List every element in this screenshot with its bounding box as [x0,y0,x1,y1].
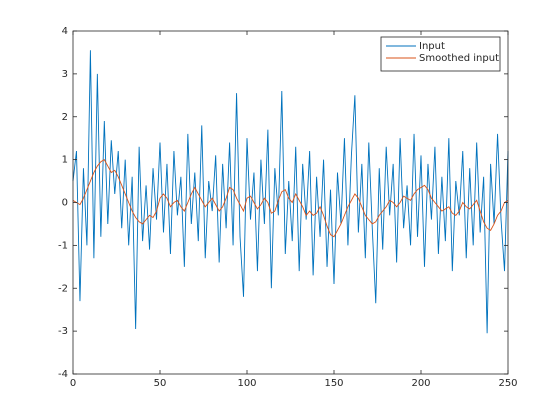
x-tick-label: 150 [324,378,343,389]
y-tick-label: 0 [62,198,68,209]
legend-label: Smoothed input [419,53,499,64]
x-tick-label: 200 [411,378,430,389]
data-line [72,158,509,238]
y-tick-label: -2 [58,283,68,294]
y-tick-label: -1 [58,240,68,251]
y-tick-label: 4 [62,26,68,37]
y-tick-label: 3 [62,69,68,80]
data-line [72,50,509,334]
y-tick-label: 2 [62,112,68,123]
plot-area [73,31,508,374]
legend-box [380,36,501,72]
x-tick-label: 100 [237,378,256,389]
x-tick-label: 250 [498,378,517,389]
x-tick-label: 50 [154,378,167,389]
y-tick-label: -3 [58,326,68,337]
y-tick-label: 1 [62,155,68,166]
y-tick-label: -4 [58,369,68,380]
legend-label: Input [419,41,445,52]
x-tick-label: 0 [70,378,76,389]
